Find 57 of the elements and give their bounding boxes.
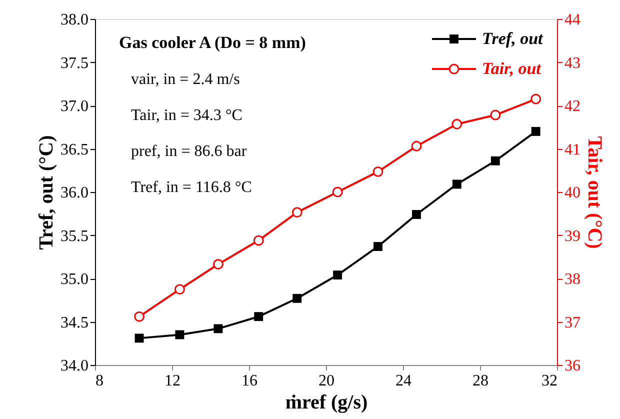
point	[175, 330, 184, 340]
x-axis-title: ṁref (g/s)	[285, 392, 368, 414]
y-tick-label: 35.5	[60, 228, 88, 245]
y2-tick-label: 42	[564, 98, 580, 115]
y2-tick-label: 44	[564, 12, 580, 28]
x-tick-label: 20	[318, 372, 334, 390]
point	[490, 156, 500, 166]
point	[412, 210, 421, 219]
point	[530, 94, 542, 104]
y2-axis-title: Tair, out (°C)	[584, 136, 606, 249]
point	[490, 110, 501, 120]
y-tick-label: 37.5	[60, 54, 88, 72]
point	[292, 207, 302, 218]
point	[214, 324, 223, 334]
point	[332, 186, 343, 198]
point	[452, 118, 462, 130]
y-tick-label: 36.5	[60, 141, 88, 158]
annotation: Gas cooler A (Do = 8 mm)	[119, 33, 306, 52]
point	[374, 242, 382, 251]
x-tick-label: 8	[96, 372, 104, 390]
y2-tick-label: 41	[564, 141, 580, 158]
annotation: vair, in = 2.4 m/s	[131, 71, 240, 88]
x-tick-label: 12	[164, 372, 180, 390]
y-axis-title: Tref, out (°C)	[36, 135, 58, 250]
legend-label: Tref, out	[482, 29, 544, 48]
y-tick-label: 36.0	[60, 184, 88, 202]
point	[531, 126, 540, 136]
y-tick-label: 37.0	[60, 98, 88, 115]
annotation: Tair, in = 34.3 °C	[131, 107, 242, 124]
x-tick-label: 24	[396, 372, 412, 390]
legend-label: Tair, out	[482, 59, 542, 78]
y2-tick-label: 43	[564, 54, 580, 72]
y2-tick-label: 39	[564, 228, 580, 245]
point	[212, 259, 224, 270]
point	[333, 270, 342, 280]
y2-tick-label: 38	[564, 271, 580, 288]
y2-tick-label: 36	[564, 358, 580, 374]
y-tick-label: 35.0	[60, 271, 88, 288]
point	[372, 166, 384, 177]
y-tick-label: 34.0	[60, 358, 88, 374]
y-tick-label: 34.5	[60, 314, 88, 332]
annotation: pref, in = 86.6 bar	[131, 143, 248, 160]
x-tick-label: 28	[472, 372, 488, 390]
x-tick-label: 32	[542, 372, 558, 390]
y-tick-label: 38.0	[60, 12, 88, 28]
x-tick-label: 16	[242, 372, 258, 390]
point	[134, 334, 144, 343]
point	[254, 312, 264, 322]
point	[292, 294, 302, 303]
y2-tick-label: 37	[564, 314, 580, 332]
point	[253, 235, 264, 246]
point	[134, 311, 144, 322]
y2-tick-label: 40	[564, 184, 580, 202]
annotation: Tref, in = 116.8 °C	[131, 179, 252, 196]
point	[452, 180, 462, 189]
point	[411, 140, 422, 152]
point	[174, 284, 185, 295]
